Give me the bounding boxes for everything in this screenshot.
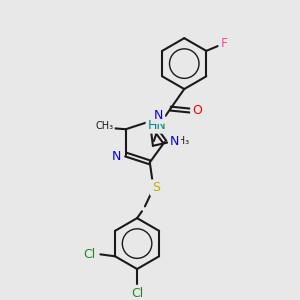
Text: O: O	[192, 104, 202, 117]
Text: Cl: Cl	[131, 287, 143, 300]
Text: CH₃: CH₃	[171, 136, 189, 146]
Text: CH₃: CH₃	[95, 121, 113, 131]
Text: HN: HN	[148, 119, 166, 132]
Text: N: N	[111, 150, 121, 163]
Text: N: N	[170, 135, 179, 148]
Text: F: F	[220, 37, 227, 50]
Text: Cl: Cl	[83, 248, 96, 261]
Text: S: S	[152, 181, 160, 194]
Text: N: N	[154, 109, 163, 122]
